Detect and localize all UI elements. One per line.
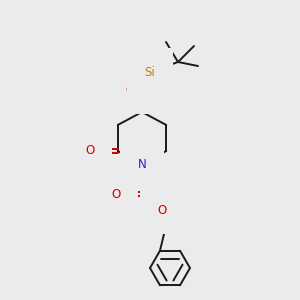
Text: O: O (111, 188, 121, 200)
Text: N: N (138, 158, 146, 170)
Text: O: O (85, 145, 94, 158)
Text: Si: Si (145, 65, 155, 79)
Text: O: O (158, 203, 166, 217)
Text: O: O (125, 83, 135, 97)
